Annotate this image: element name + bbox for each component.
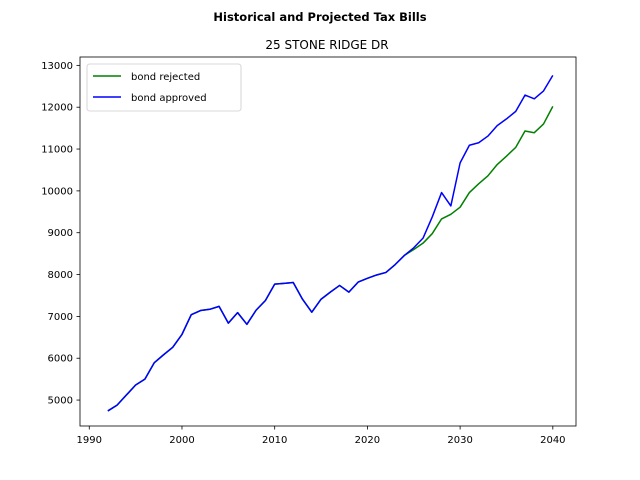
legend: bond rejected bond approved <box>86 63 242 112</box>
y-tick-label-6: 11000 <box>41 145 73 156</box>
x-tick-label-4: 2030 <box>447 435 472 446</box>
x-tick-label-0: 1990 <box>77 435 102 446</box>
series-line-1 <box>107 75 554 412</box>
y-tick-label-3: 8000 <box>48 270 73 281</box>
series-line-0 <box>107 106 554 412</box>
x-tick-label-3: 2020 <box>355 435 380 446</box>
chart-subtitle: 25 STONE RIDGE DR <box>265 38 388 52</box>
y-tick-label-2: 7000 <box>48 312 73 323</box>
plot-area <box>107 75 554 412</box>
legend-box <box>86 63 242 112</box>
legend-label-0: bond rejected <box>131 72 200 83</box>
axes: 1990 2000 2010 2020 2030 2040 5000 6000 7000 8000… <box>41 56 577 446</box>
y-tick-label-1: 6000 <box>48 354 73 365</box>
chart-title: Historical and Projected Tax Bills <box>213 10 426 24</box>
y-tick-label-7: 12000 <box>41 103 73 114</box>
y-tick-label-4: 9000 <box>48 228 73 239</box>
legend-label-1: bond approved <box>131 93 207 104</box>
x-tick-label-5: 2040 <box>540 435 565 446</box>
y-tick-label-5: 10000 <box>41 186 73 197</box>
x-tick-label-2: 2010 <box>262 435 287 446</box>
x-tick-label-1: 2000 <box>169 435 194 446</box>
y-tick-label-8: 13000 <box>41 61 73 72</box>
y-tick-label-0: 5000 <box>48 396 73 407</box>
plot-frame <box>79 56 577 427</box>
